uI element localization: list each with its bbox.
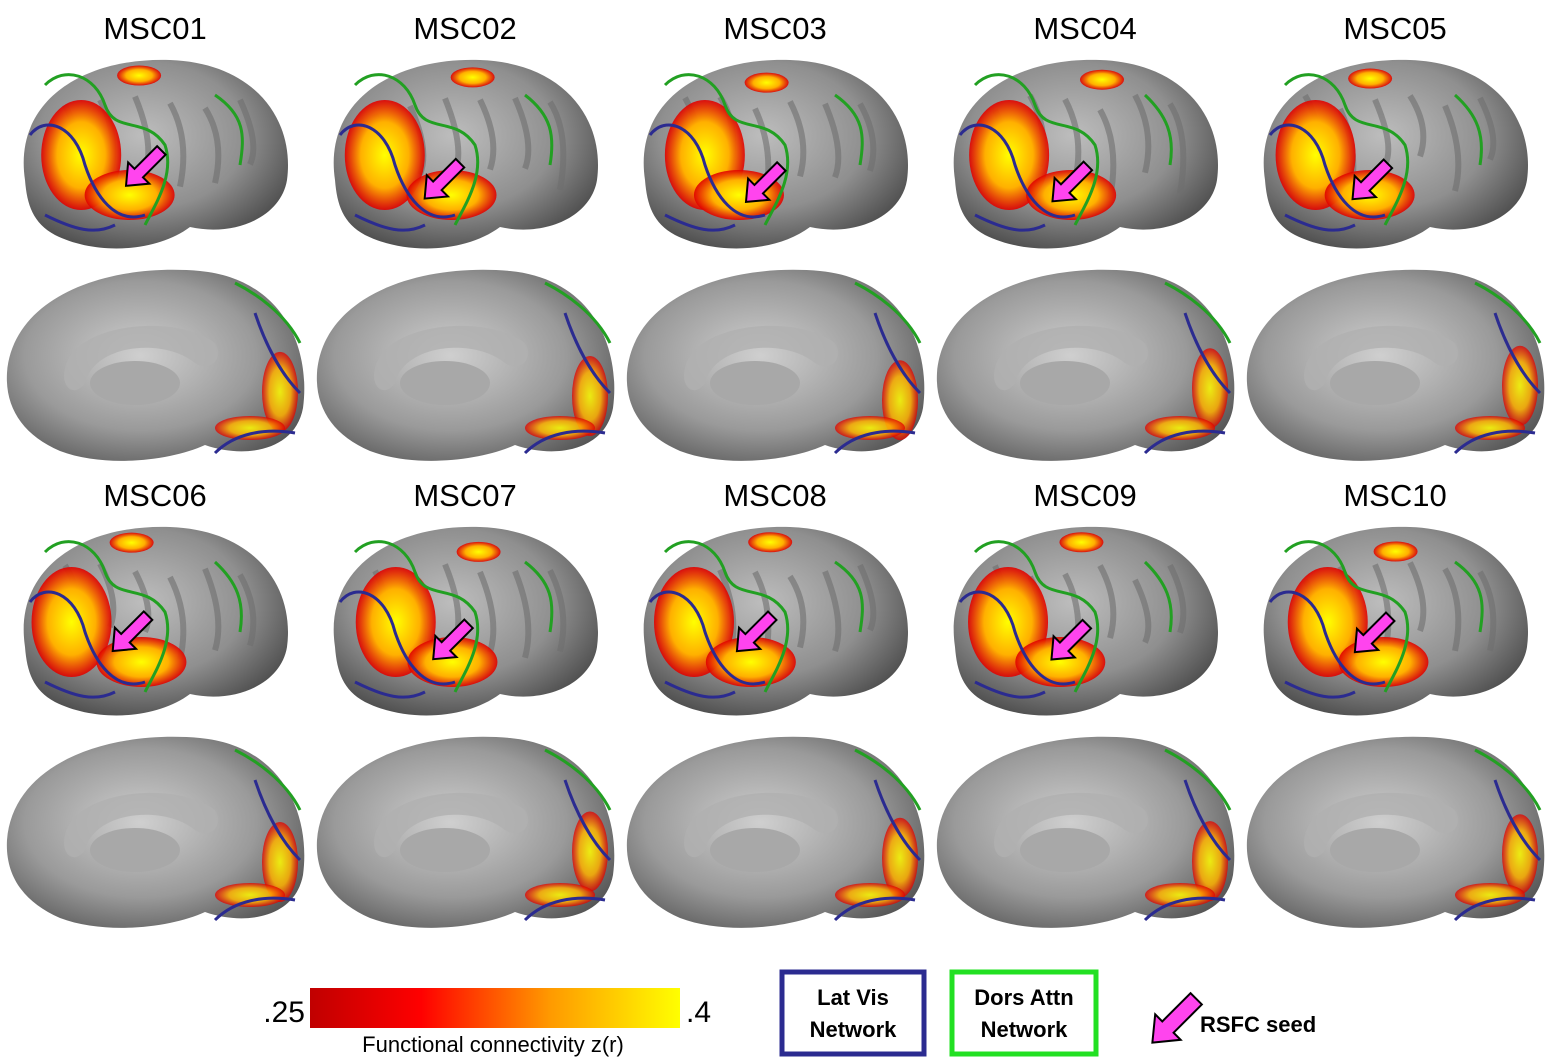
subject-panel: MSC09: [937, 478, 1234, 928]
activation: [748, 532, 792, 552]
subject-panel: MSC01: [7, 11, 304, 461]
lat-vis-label: Lat Vis: [817, 985, 889, 1010]
subject-panel: MSC10: [1247, 478, 1544, 928]
subject-panel: MSC02: [317, 11, 614, 461]
activation: [451, 67, 495, 87]
subject-title: MSC09: [1033, 478, 1136, 513]
subject-title: MSC01: [103, 11, 206, 46]
activation: [1338, 637, 1428, 687]
medial-view: [7, 737, 304, 928]
activation: [110, 533, 154, 553]
activation: [1455, 416, 1525, 440]
medial-view: [1247, 270, 1544, 461]
lateral-view: [1264, 60, 1528, 249]
subject-panel: MSC03: [627, 11, 924, 461]
seed-label: RSFC seed: [1200, 1012, 1316, 1037]
activation: [1455, 883, 1525, 907]
subject-title: MSC07: [413, 478, 516, 513]
thalamus: [710, 361, 800, 405]
activation: [96, 637, 186, 687]
lateral-view: [1264, 527, 1528, 716]
activation: [1348, 69, 1392, 89]
subject-title: MSC03: [723, 11, 826, 46]
activation: [835, 416, 905, 440]
subject-panel: MSC06: [7, 478, 304, 928]
medial-view: [317, 737, 614, 928]
medial-view: [1247, 737, 1544, 928]
figure: MSC01 MSC02 MSC03 MSC04 MSC05 MSC06 MSC07 MSC08…: [0, 0, 1554, 1063]
lateral-view: [954, 527, 1218, 716]
dors-attn-label: Dors Attn: [974, 985, 1073, 1010]
colorbar-min: .25: [263, 996, 305, 1029]
dors-attn-label: Network: [981, 1017, 1069, 1042]
lateral-view: [954, 60, 1218, 249]
lateral-view: [24, 60, 288, 249]
seed-arrow-legend: [1140, 986, 1209, 1055]
subject-title: MSC04: [1033, 11, 1136, 46]
medial-view: [627, 270, 924, 461]
thalamus: [1020, 361, 1110, 405]
lateral-view: [334, 527, 598, 716]
subject-panel: MSC07: [317, 478, 614, 928]
activation: [835, 883, 905, 907]
medial-view: [7, 270, 304, 461]
activation: [457, 542, 501, 562]
subject-panel: MSC08: [627, 478, 924, 928]
medial-view: [627, 737, 924, 928]
activation: [117, 66, 161, 86]
thalamus: [400, 828, 490, 872]
activation: [215, 883, 285, 907]
thalamus: [710, 828, 800, 872]
activation: [1374, 541, 1418, 561]
medial-view: [937, 270, 1234, 461]
subject-title: MSC05: [1343, 11, 1446, 46]
activation: [1059, 532, 1103, 552]
subject-title: MSC02: [413, 11, 516, 46]
thalamus: [1330, 828, 1420, 872]
thalamus: [1330, 361, 1420, 405]
thalamus: [1020, 828, 1110, 872]
brain-panels: MSC01 MSC02 MSC03 MSC04 MSC05 MSC06 MSC07 MSC08…: [7, 11, 1544, 928]
thalamus: [90, 361, 180, 405]
activation: [1145, 416, 1215, 440]
activation: [745, 73, 789, 93]
activation: [1080, 70, 1124, 90]
subject-title: MSC06: [103, 478, 206, 513]
medial-view: [937, 737, 1234, 928]
activation: [1192, 348, 1228, 428]
colorbar-max: .4: [686, 996, 711, 1029]
subject-panel: MSC04: [937, 11, 1234, 461]
subject-title: MSC08: [723, 478, 826, 513]
lateral-view: [334, 60, 598, 249]
activation: [1145, 883, 1215, 907]
lateral-view: [644, 527, 908, 716]
subject-panel: MSC05: [1247, 11, 1544, 461]
activation: [525, 416, 595, 440]
colorbar-label: Functional connectivity z(r): [362, 1032, 624, 1057]
thalamus: [90, 828, 180, 872]
colorbar: [310, 988, 680, 1028]
activation: [525, 883, 595, 907]
subject-title: MSC10: [1343, 478, 1446, 513]
thalamus: [400, 361, 490, 405]
medial-view: [317, 270, 614, 461]
lat-vis-label: Network: [810, 1017, 898, 1042]
activation: [215, 416, 285, 440]
lateral-view: [644, 60, 908, 249]
lateral-view: [24, 527, 288, 716]
